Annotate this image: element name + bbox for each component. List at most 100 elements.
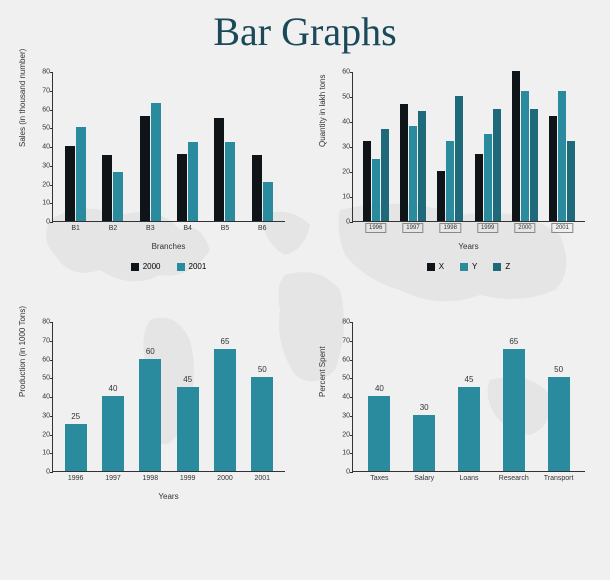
bar-group: 40Taxes <box>368 396 390 471</box>
x-tick: 2000 <box>217 475 233 482</box>
x-tick: Loans <box>459 475 478 482</box>
bar <box>521 91 529 221</box>
y-axis-label: Percent Spent <box>318 346 327 397</box>
y-tick: 30 <box>336 412 350 419</box>
x-tick: B3 <box>146 225 155 232</box>
legend-swatch <box>131 263 139 271</box>
bar <box>413 415 435 471</box>
bar-group: 45Loans <box>458 387 480 471</box>
x-axis-label: Years <box>52 492 285 501</box>
y-tick: 40 <box>336 119 350 126</box>
legend-label: Y <box>472 262 477 271</box>
legend-label: 2000 <box>143 262 161 271</box>
y-tick: 0 <box>336 469 350 476</box>
bar-group: B3 <box>140 103 161 221</box>
x-tick: 1999 <box>477 223 498 233</box>
bar <box>65 146 75 221</box>
y-tick: 0 <box>36 469 50 476</box>
bar-value-label: 50 <box>554 365 563 374</box>
y-tick: 0 <box>336 219 350 226</box>
bar <box>558 91 566 221</box>
bar <box>503 349 525 471</box>
bar <box>188 142 198 221</box>
y-tick: 20 <box>336 169 350 176</box>
y-tick: 70 <box>36 87 50 94</box>
bar <box>409 126 417 221</box>
bar-group: 2001 <box>549 91 575 221</box>
bar <box>177 154 187 222</box>
bar-value-label: 40 <box>109 384 118 393</box>
bar-group: 30Salary <box>413 415 435 471</box>
legend-label: Z <box>505 262 510 271</box>
chart-quantity-years: Quantity in lakh tons1996199719981999200… <box>320 67 590 297</box>
legend-swatch <box>427 263 435 271</box>
bar-value-label: 30 <box>420 403 429 412</box>
bar <box>484 134 492 222</box>
y-tick: 80 <box>336 319 350 326</box>
y-tick: 60 <box>36 356 50 363</box>
bar-group: 601998 <box>139 359 161 472</box>
x-tick: 1998 <box>143 475 159 482</box>
bar <box>140 116 150 221</box>
legend-swatch <box>177 263 185 271</box>
bar <box>548 377 570 471</box>
plot-area: 40Taxes30Salary45Loans65Research50Transp… <box>352 322 585 472</box>
x-tick: 1996 <box>365 223 386 233</box>
x-tick: 2001 <box>552 223 573 233</box>
bar-group: B1 <box>65 127 86 221</box>
bar <box>65 424 87 471</box>
x-tick: 2001 <box>255 475 271 482</box>
legend-item: 2001 <box>177 262 207 271</box>
legend-swatch <box>460 263 468 271</box>
bar <box>263 182 273 221</box>
x-tick: 1998 <box>440 223 461 233</box>
y-tick: 60 <box>336 356 350 363</box>
x-tick: 1999 <box>180 475 196 482</box>
bar <box>214 118 224 221</box>
bar <box>368 396 390 471</box>
bar-group: 251996 <box>65 424 87 471</box>
x-tick: B2 <box>109 225 118 232</box>
legend: 2000 2001 <box>52 262 285 271</box>
legend-label: X <box>439 262 444 271</box>
plot-area: 251996401997601998451999652000502001 <box>52 322 285 472</box>
x-tick: Research <box>499 475 529 482</box>
x-tick: B6 <box>258 225 267 232</box>
bar <box>363 141 371 221</box>
y-tick: 10 <box>36 200 50 207</box>
bar-value-label: 50 <box>258 365 267 374</box>
y-tick: 60 <box>336 69 350 76</box>
y-tick: 80 <box>36 69 50 76</box>
y-tick: 80 <box>36 319 50 326</box>
bar-value-label: 45 <box>465 375 474 384</box>
bar <box>76 127 86 221</box>
x-tick: Transport <box>544 475 574 482</box>
bar <box>139 359 161 472</box>
legend-item: Y <box>460 262 477 271</box>
y-tick: 50 <box>36 375 50 382</box>
bar <box>567 141 575 221</box>
bar <box>225 142 235 221</box>
y-tick: 10 <box>36 450 50 457</box>
x-axis-label: Years <box>352 242 585 251</box>
bar <box>251 377 273 471</box>
bar-group: B2 <box>102 155 123 221</box>
bar-value-label: 45 <box>183 375 192 384</box>
bar <box>455 96 463 221</box>
bar <box>530 109 538 222</box>
chart-production-years: Production (in 1000 Tons)251996401997601… <box>20 317 290 547</box>
y-axis-label: Production (in 1000 Tons) <box>18 306 27 397</box>
legend: X Y Z <box>352 262 585 271</box>
x-tick: 2000 <box>514 223 535 233</box>
bar <box>446 141 454 221</box>
bar-group: 1997 <box>400 104 426 222</box>
bar <box>113 172 123 221</box>
chart-sales-branches: Sales (in thousand number)B1B2B3B4B5B601… <box>20 67 290 297</box>
y-axis-label: Sales (in thousand number) <box>18 49 27 147</box>
x-tick: Salary <box>414 475 434 482</box>
bar <box>214 349 236 471</box>
bar-value-label: 60 <box>146 347 155 356</box>
bar <box>381 129 389 222</box>
y-tick: 20 <box>36 181 50 188</box>
legend-swatch <box>493 263 501 271</box>
